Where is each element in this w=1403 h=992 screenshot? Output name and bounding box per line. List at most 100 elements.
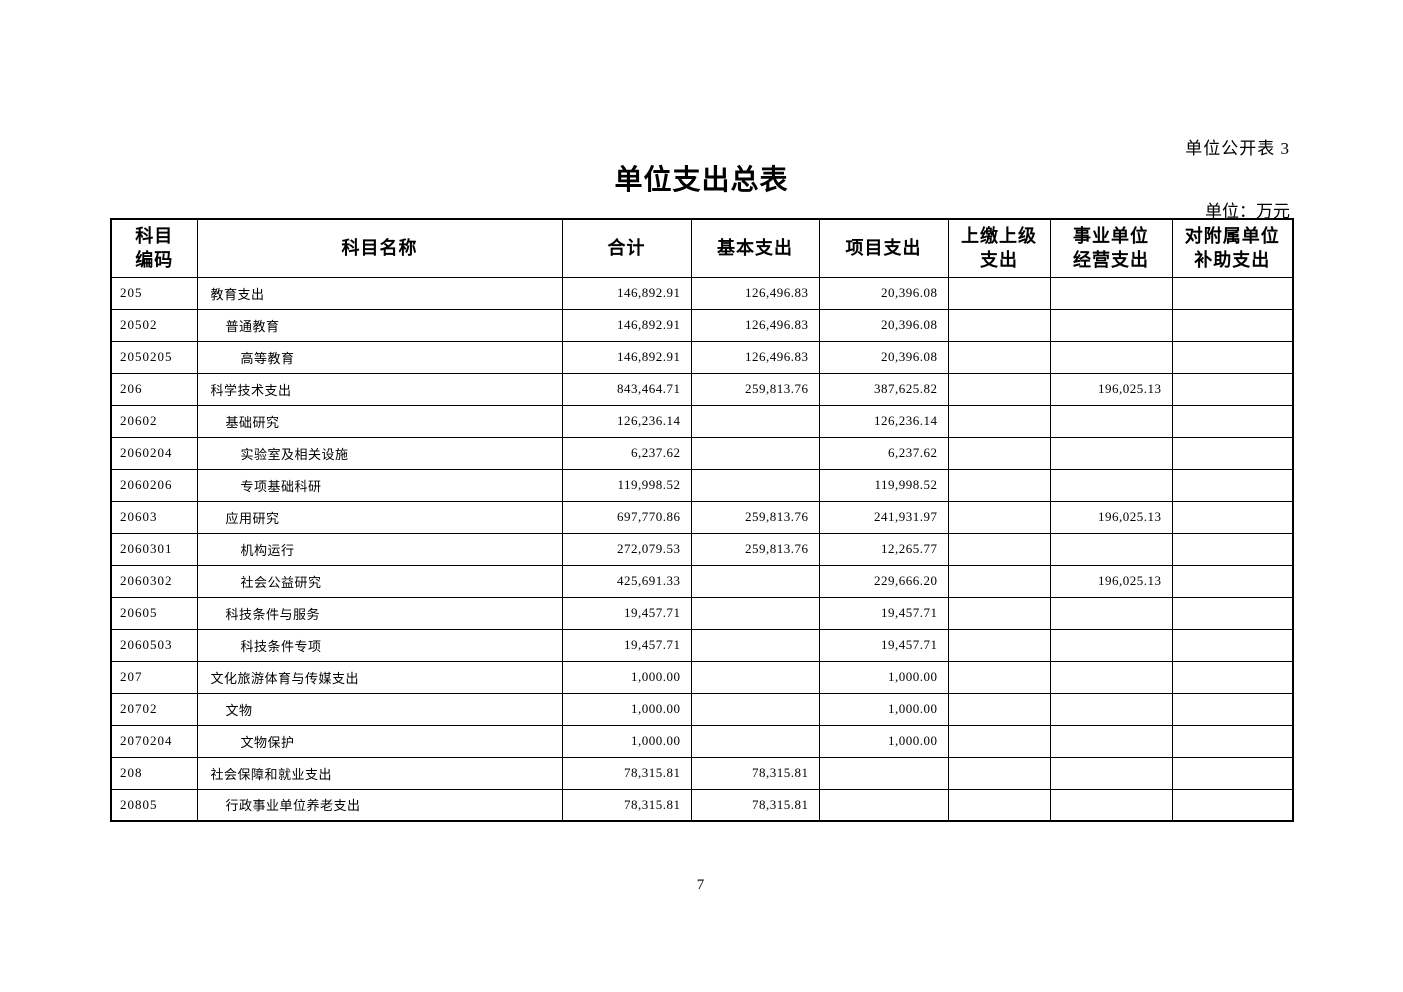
cell-code: 2060204 <box>110 436 198 470</box>
cell-name: 科技条件与服务 <box>196 596 563 630</box>
cell-basic <box>690 596 820 630</box>
cell-name: 社会公益研究 <box>196 564 563 598</box>
cell-upper <box>947 660 1051 694</box>
cell-code: 208 <box>110 756 198 790</box>
cell-code: 2060503 <box>110 628 198 662</box>
cell-name: 教育支出 <box>196 276 563 310</box>
table-row: 20805 行政事业单位养老支出 78,315.81 78,315.81 <box>110 788 1294 822</box>
table-row: 2060204 实验室及相关设施 6,237.62 6,237.62 <box>110 436 1294 470</box>
cell-operating <box>1049 692 1173 726</box>
cell-subsidy <box>1171 500 1294 534</box>
cell-subsidy <box>1171 724 1294 758</box>
cell-subsidy <box>1171 756 1294 790</box>
cell-total: 126,236.14 <box>561 404 692 438</box>
cell-operating <box>1049 788 1173 822</box>
cell-upper <box>947 372 1051 406</box>
cell-name: 文物 <box>196 692 563 726</box>
cell-code: 205 <box>110 276 198 310</box>
col-header-name: 科目名称 <box>196 218 563 278</box>
cell-name: 机构运行 <box>196 532 563 566</box>
cell-total: 19,457.71 <box>561 596 692 630</box>
cell-upper <box>947 500 1051 534</box>
cell-code: 20602 <box>110 404 198 438</box>
cell-name: 行政事业单位养老支出 <box>196 788 563 822</box>
table-row: 2060206 专项基础科研 119,998.52 119,998.52 <box>110 468 1294 502</box>
cell-total: 78,315.81 <box>561 756 692 790</box>
cell-project: 19,457.71 <box>818 628 949 662</box>
cell-name: 社会保障和就业支出 <box>196 756 563 790</box>
cell-operating <box>1049 436 1173 470</box>
cell-total: 1,000.00 <box>561 724 692 758</box>
cell-name: 文物保护 <box>196 724 563 758</box>
cell-operating <box>1049 756 1173 790</box>
cell-upper <box>947 308 1051 342</box>
cell-basic: 78,315.81 <box>690 756 820 790</box>
cell-operating <box>1049 404 1173 438</box>
cell-total: 19,457.71 <box>561 628 692 662</box>
cell-basic <box>690 692 820 726</box>
cell-upper <box>947 436 1051 470</box>
col-header-upper: 上缴上级 支出 <box>947 218 1051 278</box>
cell-name: 基础研究 <box>196 404 563 438</box>
cell-project: 20,396.08 <box>818 276 949 310</box>
cell-project <box>818 756 949 790</box>
cell-subsidy <box>1171 532 1294 566</box>
cell-subsidy <box>1171 788 1294 822</box>
cell-operating <box>1049 308 1173 342</box>
cell-subsidy <box>1171 276 1294 310</box>
cell-name: 专项基础科研 <box>196 468 563 502</box>
cell-subsidy <box>1171 564 1294 598</box>
cell-subsidy <box>1171 468 1294 502</box>
cell-name: 科技条件专项 <box>196 628 563 662</box>
cell-upper <box>947 596 1051 630</box>
cell-subsidy <box>1171 372 1294 406</box>
cell-project: 1,000.00 <box>818 724 949 758</box>
col-header-subsidy: 对附属单位 补助支出 <box>1171 218 1294 278</box>
col-header-operating: 事业单位 经营支出 <box>1049 218 1173 278</box>
cell-code: 20805 <box>110 788 198 822</box>
cell-upper <box>947 628 1051 662</box>
cell-project: 229,666.20 <box>818 564 949 598</box>
cell-code: 207 <box>110 660 198 694</box>
cell-name: 高等教育 <box>196 340 563 374</box>
cell-operating <box>1049 660 1173 694</box>
cell-basic: 126,496.83 <box>690 276 820 310</box>
cell-upper <box>947 564 1051 598</box>
cell-name: 应用研究 <box>196 500 563 534</box>
cell-basic <box>690 404 820 438</box>
page-title: 单位支出总表 <box>614 165 789 196</box>
cell-subsidy <box>1171 340 1294 374</box>
cell-subsidy <box>1171 596 1294 630</box>
cell-project: 19,457.71 <box>818 596 949 630</box>
table-row: 20603 应用研究 697,770.86 259,813.76 241,931.97 1… <box>110 500 1294 534</box>
cell-basic <box>690 564 820 598</box>
cell-code: 20605 <box>110 596 198 630</box>
cell-code: 20603 <box>110 500 198 534</box>
cell-total: 146,892.91 <box>561 308 692 342</box>
cell-upper <box>947 276 1051 310</box>
cell-code: 2060301 <box>110 532 198 566</box>
table-row: 20605 科技条件与服务 19,457.71 19,457.71 <box>110 596 1294 630</box>
cell-project: 20,396.08 <box>818 308 949 342</box>
cell-project <box>818 788 949 822</box>
cell-total: 1,000.00 <box>561 660 692 694</box>
cell-name: 普通教育 <box>196 308 563 342</box>
cell-total: 1,000.00 <box>561 692 692 726</box>
cell-subsidy <box>1171 308 1294 342</box>
cell-subsidy <box>1171 660 1294 694</box>
cell-total: 272,079.53 <box>561 532 692 566</box>
cell-code: 2060302 <box>110 564 198 598</box>
cell-operating: 196,025.13 <box>1049 372 1173 406</box>
col-header-basic: 基本支出 <box>690 218 820 278</box>
table-row: 206 科学技术支出 843,464.71 259,813.76 387,625.82 1… <box>110 372 1294 406</box>
cell-basic <box>690 468 820 502</box>
cell-subsidy <box>1171 628 1294 662</box>
cell-subsidy <box>1171 404 1294 438</box>
cell-basic: 259,813.76 <box>690 372 820 406</box>
cell-project: 1,000.00 <box>818 692 949 726</box>
cell-operating: 196,025.13 <box>1049 500 1173 534</box>
cell-upper <box>947 692 1051 726</box>
cell-operating <box>1049 468 1173 502</box>
col-header-total: 合计 <box>561 218 692 278</box>
